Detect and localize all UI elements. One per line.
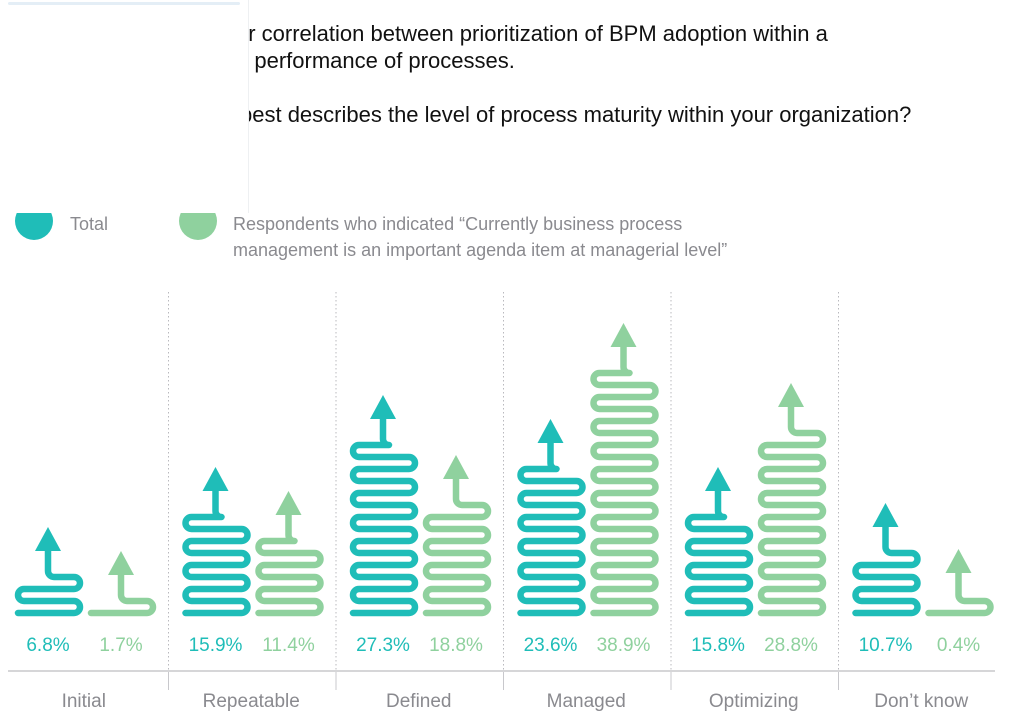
arrowhead-icon [705,467,731,491]
serpentine-coil [14,547,84,617]
serpentine-coil [517,439,586,617]
category-label: Repeatable [203,691,300,712]
arrowhead-icon [443,455,469,479]
serpentine-coil [684,487,754,617]
bar-respondents [422,455,492,617]
value-label-respondents: 38.9% [597,635,651,656]
category-group: 27.3% 18.8% Defined [349,395,492,712]
category-group: 15.8% 28.8% Optimizing [684,383,827,712]
bar-respondents [87,551,157,617]
arrowhead-icon [35,527,61,551]
value-label-total: 15.8% [691,635,745,656]
bar-total [684,467,754,617]
value-label-total: 6.8% [26,635,69,656]
arrowhead-icon [370,395,396,419]
category-label: Defined [386,691,452,712]
serpentine-coil [182,487,251,617]
serpentine-coil [255,511,324,617]
value-label-respondents: 0.4% [937,635,980,656]
overlay-panel [0,0,249,213]
serpentine-coil [422,475,492,617]
arrowhead-icon [778,383,804,407]
bar-total [349,395,419,617]
legend-total-label: Total [70,214,109,234]
bar-respondents [590,323,659,617]
category-group: 23.6% 38.9% Managed [517,323,659,712]
value-label-total: 10.7% [859,635,913,656]
serpentine-coil [349,415,419,617]
chart-question: best describes the level of process matu… [240,102,912,127]
serpentine-coil [852,523,921,617]
category-label: Managed [547,691,626,712]
serpentine-coil [590,343,659,617]
legend-clip-mask [0,190,1009,213]
category-group: 15.9% 11.4% Repeatable [182,467,324,712]
category-label: Don’t know [874,691,968,712]
serpentine-coil [757,403,827,617]
serpentine-coil [925,569,994,617]
category-label: Initial [62,691,106,712]
serpentine-coil [87,571,157,617]
category-group: 6.8% 1.7% Initial [14,527,157,712]
value-label-total: 15.9% [189,635,243,656]
value-label-total: 23.6% [524,635,578,656]
legend-respondents-label-line-1: Respondents who indicated “Currently bus… [233,214,683,234]
legend-respondents-label-line-2: management is an important agenda item a… [233,240,728,260]
bar-respondents [255,491,324,617]
arrowhead-icon [202,467,229,491]
headline-line-2: d performance of processes. [236,48,515,73]
value-label-respondents: 11.4% [262,635,315,656]
bar-total [852,503,921,617]
arrowhead-icon [610,323,637,347]
value-label-respondents: 1.7% [99,635,142,656]
value-label-total: 27.3% [356,635,410,656]
bar-respondents [757,383,827,617]
arrowhead-icon [108,551,134,575]
category-group: 10.7% 0.4% Don’t know [852,503,994,712]
arrowhead-icon [275,491,302,515]
headline-line-1: ar correlation between prioritization of… [236,21,828,46]
value-label-respondents: 28.8% [764,635,818,656]
arrowhead-icon [945,549,972,573]
bar-total [182,467,251,617]
value-label-respondents: 18.8% [429,635,483,656]
bar-total [517,419,586,617]
bar-respondents [925,549,994,617]
category-label: Optimizing [709,691,799,712]
bar-total [14,527,84,617]
overlay-strip [8,2,240,5]
arrowhead-icon [537,419,564,443]
arrowhead-icon [872,503,899,527]
